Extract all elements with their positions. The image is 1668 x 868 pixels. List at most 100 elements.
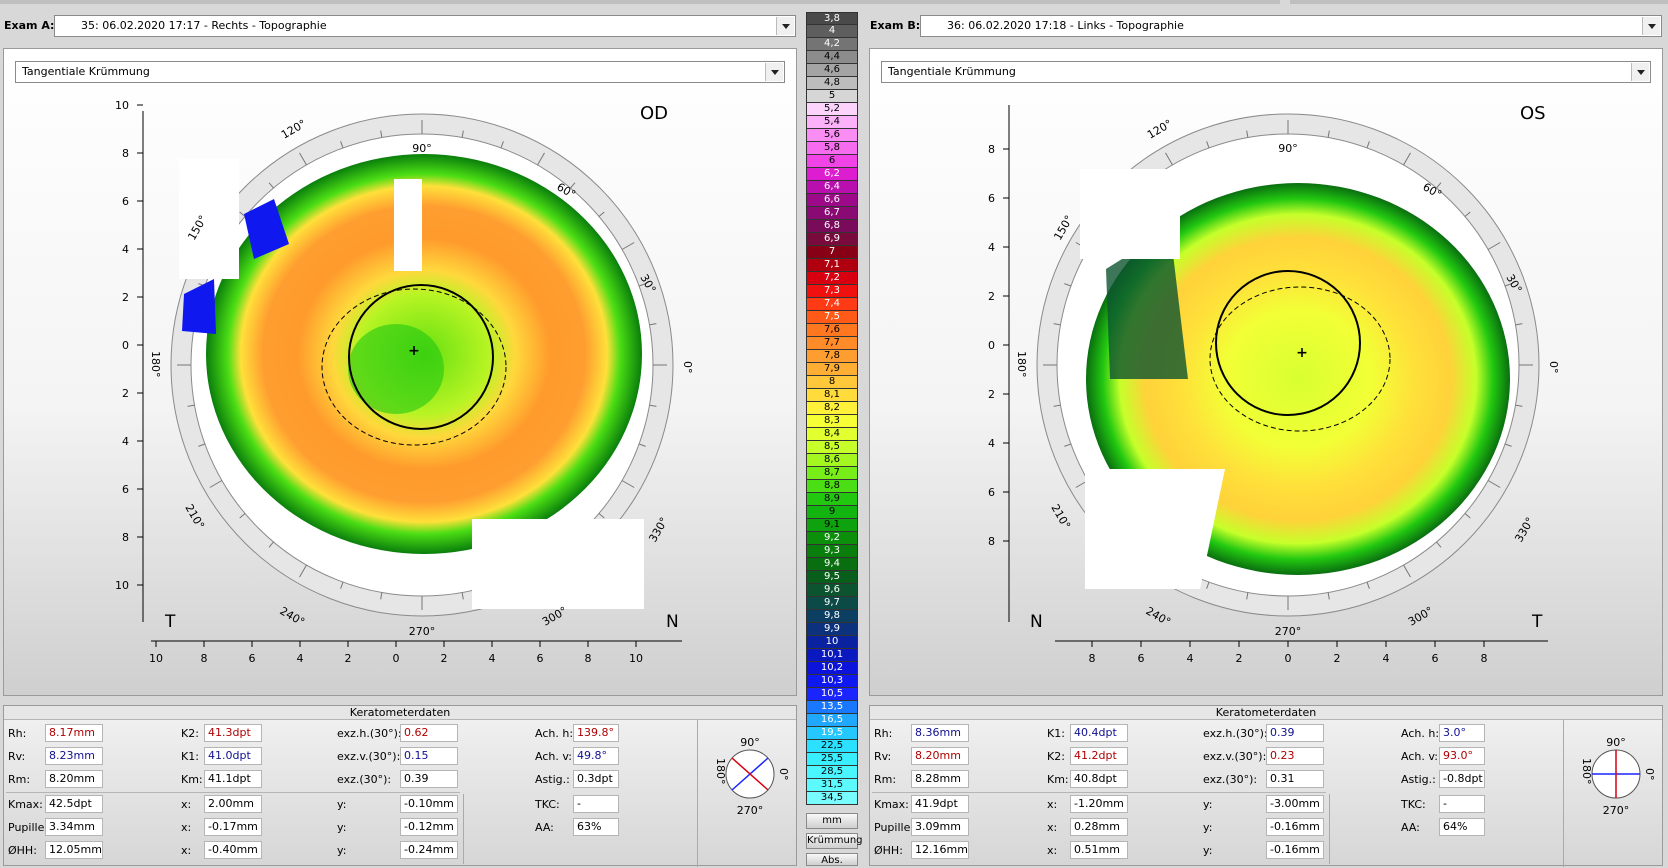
rv-label: Rv: bbox=[8, 750, 26, 763]
x-tick-label: 4 bbox=[1383, 652, 1390, 665]
map-blue-patch-a bbox=[182, 279, 216, 334]
map-type-select-a[interactable]: Tangentiale Krümmung bbox=[15, 61, 785, 83]
achh-label: Ach. h: bbox=[1401, 727, 1440, 740]
ring-tick bbox=[1206, 581, 1210, 589]
scale-item: 10 bbox=[806, 636, 858, 649]
scale-item: 9,1 bbox=[806, 519, 858, 532]
y-tick-label: 2 bbox=[122, 387, 129, 400]
kmax-label: Kmax: bbox=[874, 798, 909, 811]
exzv-value: 0.15 bbox=[400, 747, 458, 765]
exzv-label: exz.v.(30°): bbox=[1203, 750, 1267, 763]
tkc-label: TKC: bbox=[1401, 798, 1426, 811]
x-ticks-b: 8 6 4 2 0 2 4 6 8 bbox=[1089, 641, 1488, 665]
scale-item: 8,5 bbox=[806, 441, 858, 454]
chevron-down-icon[interactable] bbox=[1631, 63, 1649, 81]
x-tick-label: 8 bbox=[1089, 652, 1096, 665]
ring-tick bbox=[1487, 480, 1501, 488]
pupille-x-label: x: bbox=[181, 821, 192, 834]
achv-label: Ach. v: bbox=[1401, 750, 1438, 763]
map-blue-patch-a2 bbox=[244, 199, 289, 259]
unit-mm-button[interactable]: mm bbox=[806, 813, 858, 829]
k-top-value: 40.4dpt bbox=[1070, 724, 1128, 742]
kmax-y-value: -3.00mm bbox=[1266, 795, 1324, 813]
ring-tick bbox=[537, 152, 545, 166]
ring-tick bbox=[1366, 141, 1370, 149]
scale-item: 4 bbox=[806, 25, 858, 38]
chevron-down-icon[interactable] bbox=[1642, 17, 1660, 35]
scale-item: 8,6 bbox=[806, 454, 858, 467]
ring-tick bbox=[570, 182, 576, 189]
scale-item: 3,8 bbox=[806, 12, 858, 25]
separator bbox=[1329, 794, 1330, 864]
k-mid-value: 41.2dpt bbox=[1070, 747, 1128, 765]
unit-kruemmung-button[interactable]: Krümmung bbox=[806, 833, 863, 849]
ring-tick bbox=[209, 480, 223, 488]
corner-right-b: T bbox=[1531, 612, 1543, 632]
ring-tick bbox=[239, 211, 246, 217]
diagram-90-a: 90° bbox=[740, 736, 760, 749]
chevron-down-icon[interactable] bbox=[765, 63, 783, 81]
scale-item: 6,9 bbox=[806, 233, 858, 246]
exam-b-select[interactable]: 36: 06.02.2020 17:18 - Links - Topograph… bbox=[920, 15, 1662, 37]
ring-tick bbox=[1064, 443, 1072, 447]
map-type-select-b[interactable]: Tangentiale Krümmung bbox=[881, 61, 1651, 83]
scale-item: 7,7 bbox=[806, 337, 858, 350]
x-tick-label: 2 bbox=[441, 652, 448, 665]
angle-300-b: 300° bbox=[1406, 604, 1435, 629]
diagram-0-b: 0° bbox=[1643, 768, 1656, 781]
map-type-value-a: Tangentiale Krümmung bbox=[22, 65, 150, 78]
rm-label: Rm: bbox=[874, 773, 897, 786]
scale-item: 34,5 bbox=[806, 792, 858, 805]
tkc-value: - bbox=[1439, 795, 1485, 813]
kmax-y-label: y: bbox=[1203, 798, 1213, 811]
exzh-label: exz.h.(30°): bbox=[1203, 727, 1268, 740]
scale-item: 9,3 bbox=[806, 545, 858, 558]
hh-value: 12.05mm bbox=[45, 841, 103, 859]
achh-value: 139.8° bbox=[573, 724, 619, 742]
scale-item: 28,5 bbox=[806, 766, 858, 779]
top-strip-right bbox=[1290, 0, 1668, 4]
ring-tick bbox=[1515, 404, 1523, 407]
scale-item: 10,2 bbox=[806, 662, 858, 675]
kmax-x-value: 2.00mm bbox=[204, 795, 262, 813]
diagram-270-b: 270° bbox=[1603, 804, 1630, 817]
ring-tick bbox=[1246, 130, 1249, 138]
pupille-x-label: x: bbox=[1047, 821, 1058, 834]
ring-tick bbox=[1206, 141, 1210, 149]
angle-210-a: 210° bbox=[182, 502, 207, 531]
x-tick-label: 2 bbox=[1334, 652, 1341, 665]
ring-tick bbox=[1053, 404, 1061, 407]
ring-tick bbox=[380, 592, 383, 600]
k-top-value: 41.3dpt bbox=[204, 724, 262, 742]
ring-tick bbox=[1504, 283, 1512, 287]
ring-tick bbox=[1064, 283, 1072, 287]
scale-item: 4,8 bbox=[806, 77, 858, 90]
diagram-180-a: 180° bbox=[714, 758, 727, 785]
pupille-y-value: -0.16mm bbox=[1266, 818, 1324, 836]
hh-value: 12.16mm bbox=[911, 841, 969, 859]
ring-tick bbox=[1165, 152, 1173, 166]
scale-item: 9,2 bbox=[806, 532, 858, 545]
scale-item: 7,8 bbox=[806, 350, 858, 363]
unit-abs-button[interactable]: Abs. bbox=[806, 853, 858, 866]
exam-a-select[interactable]: 35: 06.02.2020 17:17 - Rechts - Topograp… bbox=[54, 15, 796, 37]
ring-tick bbox=[1403, 152, 1411, 166]
scale-item: 9,6 bbox=[806, 584, 858, 597]
kmax-y-label: y: bbox=[337, 798, 347, 811]
angle-270-a: 270° bbox=[409, 625, 436, 638]
scale-item: 8 bbox=[806, 376, 858, 389]
angle-0-b: 0° bbox=[1547, 361, 1560, 374]
y-tick-label: 0 bbox=[122, 339, 129, 352]
x-tick-label: 0 bbox=[1285, 652, 1292, 665]
separator bbox=[872, 792, 1326, 793]
chevron-down-icon[interactable] bbox=[776, 17, 794, 35]
kmax-x-value: -1.20mm bbox=[1070, 795, 1128, 813]
x-tick-label: 6 bbox=[537, 652, 544, 665]
y-tick-label: 10 bbox=[115, 579, 129, 592]
scale-item: 6,2 bbox=[806, 168, 858, 181]
angle-240-a: 240° bbox=[278, 604, 307, 629]
achh-value: 3.0° bbox=[1439, 724, 1485, 742]
exzh-label: exz.h.(30°): bbox=[337, 727, 402, 740]
